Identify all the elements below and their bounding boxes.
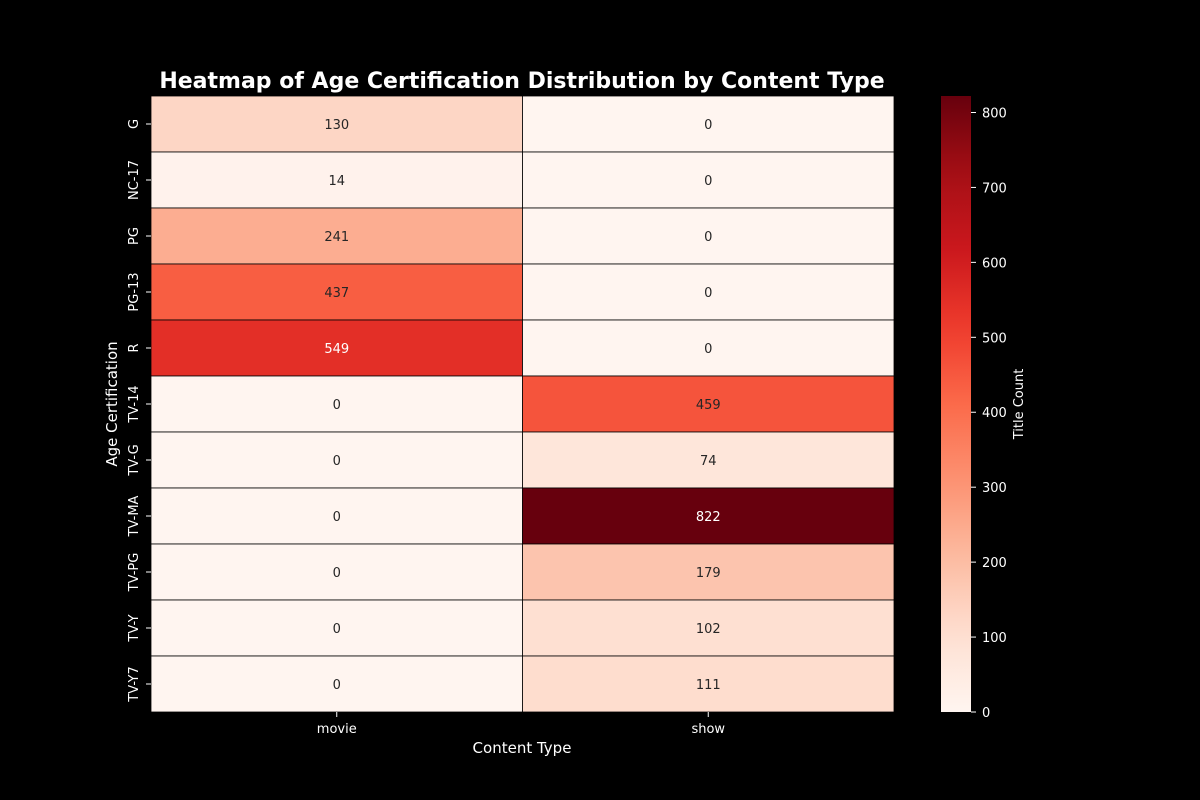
heatmap-cell-TV-14-show — [522, 375, 895, 433]
cell-value-label: 74 — [700, 454, 717, 469]
y-tick-label: PG — [127, 227, 142, 245]
cell-value-label: 0 — [704, 174, 712, 189]
colorbar — [941, 96, 971, 712]
heatmap-cell-TV-G-show — [522, 431, 895, 489]
colorbar-tick-label: 300 — [982, 481, 1007, 496]
colorbar-tick-label: 700 — [982, 181, 1007, 196]
y-tick-label: PG-13 — [127, 272, 142, 311]
y-tick-label: TV-G — [127, 444, 142, 476]
heatmap-cell-TV-MA-show — [522, 487, 895, 545]
chart-title: Heatmap of Age Certification Distributio… — [159, 69, 884, 94]
heatmap-cell-PG-13-show — [522, 263, 895, 321]
x-tick-label: show — [691, 722, 725, 737]
cell-value-label: 437 — [324, 286, 349, 301]
heatmap-cell-NC-17-show — [522, 151, 895, 209]
heatmap-cell-G-movie — [150, 95, 523, 153]
cell-value-label: 0 — [333, 678, 341, 693]
colorbar-label: Title Count — [1012, 369, 1027, 441]
heatmap-cell-R-show — [522, 319, 895, 377]
cell-value-label: 111 — [696, 678, 721, 693]
y-tick-label: TV-MA — [127, 495, 142, 537]
cell-value-label: 14 — [328, 174, 345, 189]
cell-value-label: 0 — [333, 510, 341, 525]
cell-value-label: 102 — [696, 622, 721, 637]
heatmap-cell-TV-Y7-show — [522, 655, 895, 713]
cell-value-label: 0 — [704, 230, 712, 245]
cell-value-label: 0 — [704, 286, 712, 301]
cell-value-label: 241 — [324, 230, 349, 245]
colorbar-tick-label: 600 — [982, 256, 1007, 271]
y-tick-label: TV-PG — [127, 553, 142, 593]
colorbar-ticks: 0 100 200 300 400 500 600 700 800 — [971, 106, 1007, 721]
cell-value-label: 179 — [696, 566, 721, 581]
heatmap-cell-TV-Y-movie — [150, 599, 523, 657]
cell-value-label: 0 — [704, 118, 712, 133]
x-tick-labels: movie show — [317, 712, 725, 737]
heatmap-cell-TV-PG-show — [522, 543, 895, 601]
heatmap-cell-PG-movie — [150, 207, 523, 265]
cell-value-label: 0 — [333, 398, 341, 413]
cell-value-label: 822 — [696, 510, 721, 525]
colorbar-tick-label: 100 — [982, 631, 1007, 646]
colorbar-tick-label: 800 — [982, 106, 1007, 121]
cell-value-label: 549 — [324, 342, 349, 357]
x-tick-label: movie — [317, 722, 357, 737]
x-axis-label: Content Type — [473, 739, 572, 757]
heatmap-cell-NC-17-movie — [150, 151, 523, 209]
heatmap-cell-G-show — [522, 95, 895, 153]
y-tick-label: R — [127, 343, 142, 352]
colorbar-tick-label: 500 — [982, 331, 1007, 346]
y-tick-label: TV-Y7 — [127, 666, 142, 702]
y-tick-labels: G NC-17 PG PG-13 R TV-14 TV-G TV-MA TV-PG TV-Y TV-… — [127, 119, 151, 703]
colorbar-tick-label: 0 — [982, 706, 990, 721]
cell-value-label: 0 — [333, 622, 341, 637]
y-tick-label: TV-14 — [127, 385, 142, 423]
heatmap-cell-TV-MA-movie — [150, 487, 523, 545]
cell-value-label: 130 — [324, 118, 349, 133]
cell-value-label: 0 — [333, 454, 341, 469]
colorbar-tick-label: 400 — [982, 406, 1007, 421]
y-axis-label: Age Certification — [103, 341, 121, 466]
heatmap-cell-TV-G-movie — [150, 431, 523, 489]
colorbar-tick-label: 200 — [982, 556, 1007, 571]
heatmap-cell-TV-Y-show — [522, 599, 895, 657]
cell-value-label: 0 — [333, 566, 341, 581]
y-tick-label: TV-Y — [127, 614, 142, 642]
heatmap-cells: 130 0 14 0 241 0 437 0 549 0 0 459 0 74 0 822 0 179 0 102 0 1… — [150, 95, 895, 713]
y-tick-label: NC-17 — [127, 160, 142, 200]
heatmap-cell-PG-show — [522, 207, 895, 265]
y-tick-label: G — [127, 119, 142, 129]
heatmap-cell-TV-PG-movie — [150, 543, 523, 601]
heatmap-cell-TV-Y7-movie — [150, 655, 523, 713]
cell-value-label: 459 — [696, 398, 721, 413]
cell-value-label: 0 — [704, 342, 712, 357]
